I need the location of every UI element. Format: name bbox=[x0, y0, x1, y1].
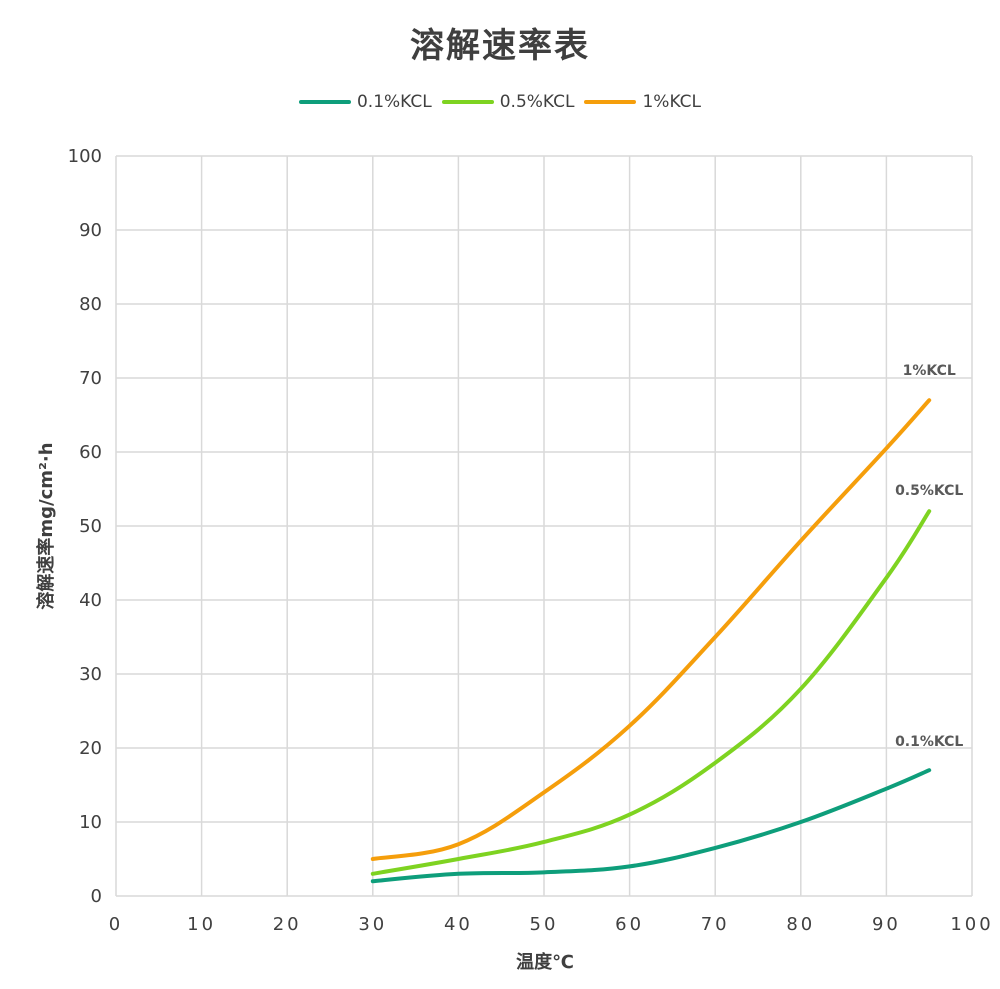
y-tick-label-80: 80 bbox=[79, 294, 102, 315]
legend-item-0-5-kcl: 0.5%KCL bbox=[441, 92, 575, 112]
y-tick-label-20: 20 bbox=[79, 738, 102, 759]
x-tick-label-30: 30 bbox=[358, 914, 387, 935]
end-label-1-kcl: 1%KCL bbox=[903, 363, 956, 379]
y-axis-title: 溶解速率mg/cm²·h bbox=[35, 442, 57, 609]
legend-swatch-1-kcl bbox=[584, 100, 637, 104]
chart-title: 溶解速率表 bbox=[410, 26, 590, 66]
x-tick-label-40: 40 bbox=[444, 914, 473, 935]
legend-label-0-1-kcl: 0.1%KCL bbox=[356, 92, 432, 112]
y-tick-label-70: 70 bbox=[79, 368, 102, 389]
y-tick-label-50: 50 bbox=[79, 516, 102, 537]
series-line-0-1-kcl bbox=[370, 768, 932, 884]
y-tick-label-100: 100 bbox=[68, 146, 102, 167]
legend-label-1-kcl: 1%KCL bbox=[642, 92, 702, 112]
x-tick-label-90: 90 bbox=[872, 914, 901, 935]
x-tick-label-50: 50 bbox=[530, 914, 559, 935]
legend-item-1-kcl: 1%KCL bbox=[584, 92, 701, 112]
series-line-0-5-kcl bbox=[370, 509, 932, 876]
x-tick-label-70: 70 bbox=[701, 914, 730, 935]
x-tick-label-80: 80 bbox=[786, 914, 815, 935]
legend: 0.1%KCL 0.5%KCL 1%KCL bbox=[0, 92, 1000, 112]
end-label-0-1-kcl: 0.1%KCL bbox=[895, 734, 963, 750]
x-tick-label-100: 100 bbox=[950, 914, 993, 935]
series-end-labels: 0.1%KCL 0.5%KCL 1%KCL bbox=[895, 363, 963, 750]
x-tick-label-0: 0 bbox=[109, 914, 123, 935]
legend-label-0-5-kcl: 0.5%KCL bbox=[499, 92, 575, 112]
series-lines bbox=[370, 398, 932, 884]
y-tick-label-30: 30 bbox=[79, 664, 102, 685]
y-tick-label-40: 40 bbox=[79, 590, 102, 611]
legend-swatch-0-1-kcl bbox=[298, 100, 351, 104]
x-tick-label-60: 60 bbox=[615, 914, 644, 935]
x-axis-title: 温度℃ bbox=[516, 951, 574, 973]
series-line-1-kcl bbox=[370, 398, 932, 861]
x-tick-label-20: 20 bbox=[273, 914, 302, 935]
legend-item-0-1-kcl: 0.1%KCL bbox=[298, 92, 432, 112]
grid-lines bbox=[115, 155, 973, 897]
legend-swatch-0-5-kcl bbox=[441, 100, 494, 104]
end-label-0-5-kcl: 0.5%KCL bbox=[895, 483, 963, 499]
x-tick-label-10: 10 bbox=[187, 914, 216, 935]
y-tick-label-0: 0 bbox=[91, 886, 102, 907]
y-tick-label-90: 90 bbox=[79, 220, 102, 241]
y-tick-label-60: 60 bbox=[79, 442, 102, 463]
tick-labels: 0 10 20 30 40 50 60 70 80 90 100 0 10 20 30 40 50 60 70 80 9… bbox=[68, 146, 993, 935]
y-tick-label-10: 10 bbox=[79, 812, 102, 833]
